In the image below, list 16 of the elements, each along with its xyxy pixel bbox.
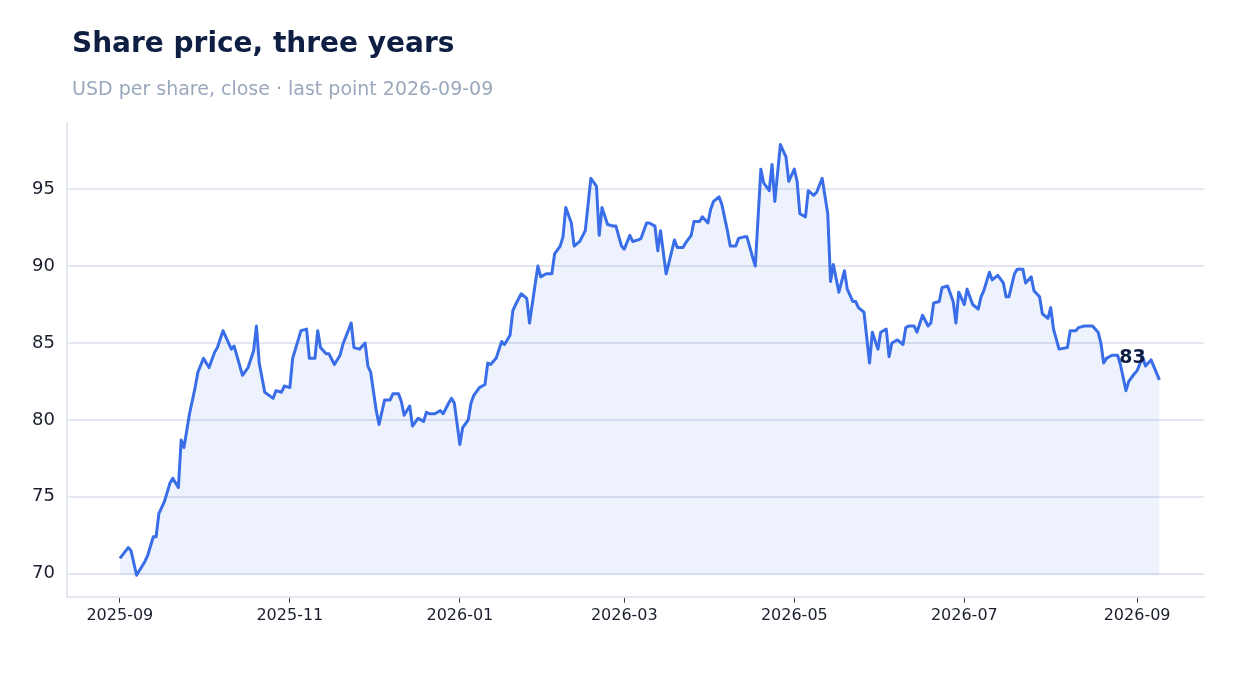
chart-title: Share price, three years — [72, 26, 455, 59]
y-tick-label: 80 — [32, 407, 55, 429]
x-tick-label: 2026-03 — [590, 604, 658, 624]
x-tick-label: 2026-07 — [930, 604, 998, 624]
x-tick-label: 2025-09 — [86, 604, 154, 624]
annotation: 83 — [1119, 344, 1146, 367]
y-tick-label: 90 — [32, 253, 55, 275]
chart-subtitle: USD per share, close · last point 2026-09-09 — [72, 77, 494, 99]
y-tick-label: 70 — [32, 561, 55, 583]
x-tick-label: 2026-01 — [426, 604, 494, 624]
y-tick-label: 75 — [32, 484, 55, 506]
x-tick-label: 2026-05 — [760, 604, 828, 624]
y-tick-label: 95 — [32, 176, 55, 198]
x-tick-label: 2025-11 — [256, 604, 324, 624]
x-tick-label: 2026-09 — [1103, 604, 1171, 624]
y-tick-label: 85 — [32, 330, 55, 352]
